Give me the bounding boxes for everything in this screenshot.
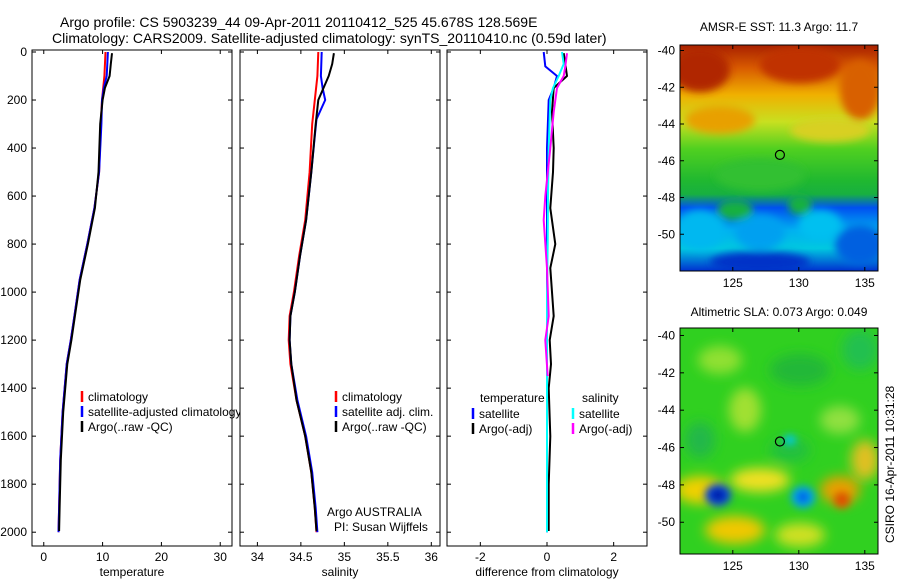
x-tick-label: 2 — [610, 550, 617, 564]
y-tick-label: 800 — [7, 237, 27, 251]
salinity-plot: 34 34.5 35 35.5 36 salinity climatologysatelli… — [239, 49, 441, 579]
series-line — [58, 53, 113, 532]
y-tick-label: -44 — [658, 403, 676, 417]
sst-field — [680, 45, 878, 271]
x-tick-label: 125 — [723, 276, 743, 290]
y-tick-label: 0 — [20, 45, 27, 59]
y-tick-label: -50 — [658, 515, 676, 529]
legend-label: satellite adj. clim. — [342, 405, 433, 419]
x-tick-label: 35.5 — [376, 550, 400, 564]
x-tick-label: 34 — [251, 550, 265, 564]
argo-position-marker — [774, 436, 786, 447]
x-tick-label: 20 — [155, 550, 169, 564]
y-tick-label: 200 — [7, 93, 27, 107]
y-tick-label: 1200 — [0, 333, 27, 347]
series-line — [542, 53, 568, 377]
x-axis-label: salinity — [322, 565, 359, 579]
y-tick-label: -46 — [658, 154, 676, 168]
x-tick-label: 30 — [214, 550, 228, 564]
sla-field — [680, 328, 878, 554]
x-tick-label: 35 — [338, 550, 352, 564]
argo-position-marker — [774, 149, 786, 160]
y-tick-label: 400 — [7, 141, 27, 155]
x-tick-label: 36 — [425, 550, 439, 564]
y-tick-label: -44 — [658, 117, 676, 131]
y-tick-label: 600 — [7, 189, 27, 203]
plot-frame — [239, 49, 441, 547]
y-tick-label: 2000 — [0, 525, 27, 539]
x-tick-label: 10 — [96, 550, 110, 564]
legend-label: climatology — [342, 390, 402, 404]
map-title: Altimetric SLA: 0.073 Argo: 0.049 — [691, 305, 868, 319]
x-axis-label: temperature — [100, 565, 165, 579]
temperature-plot: 0 200 400 600 800 1000 1200 1400 1600 1800 2000 0 10… — [0, 45, 241, 579]
x-tick-label: 0 — [544, 550, 551, 564]
y-tick-label: -40 — [658, 328, 676, 342]
plot-frame — [31, 49, 233, 547]
x-tick-label: 135 — [855, 276, 875, 290]
legend-label: Argo(..raw -QC) — [88, 420, 173, 434]
y-tick-label: 1000 — [0, 285, 27, 299]
y-tick-label: -40 — [658, 44, 676, 58]
y-tick-label: -42 — [658, 80, 676, 94]
y-tick-label: -42 — [658, 366, 676, 380]
legend-title: salinity — [582, 391, 619, 405]
y-tick-label: -50 — [658, 227, 676, 241]
y-tick-label: 1800 — [0, 477, 27, 491]
y-tick-label: -48 — [658, 478, 676, 492]
legend-label: Argo(-adj) — [579, 422, 632, 436]
annotation-line1: Argo AUSTRALIA — [327, 505, 422, 519]
x-tick-label: -2 — [475, 550, 486, 564]
legend-label: satellite — [479, 407, 520, 421]
y-tick-label: -48 — [658, 191, 676, 205]
y-tick-label: -46 — [658, 441, 676, 455]
legend-label: climatology — [88, 390, 148, 404]
x-tick-label: 125 — [723, 559, 743, 573]
x-tick-label: 0 — [40, 550, 47, 564]
legend-title: temperature — [480, 391, 545, 405]
x-tick-label: 34.5 — [289, 550, 313, 564]
figure-title-line2: Climatology: CARS2009. Satellite-adjuste… — [52, 30, 607, 46]
map-title: AMSR-E SST: 11.3 Argo: 11.7 — [700, 20, 859, 34]
sla-map: Altimetric SLA: 0.073 Argo: 0.049 -40 -42 -… — [658, 305, 879, 573]
x-tick-label: 130 — [789, 276, 809, 290]
y-tick-label: 1400 — [0, 381, 27, 395]
legend-label: Argo(..raw -QC) — [342, 420, 427, 434]
annotation-line2: PI: Susan Wijffels — [334, 520, 428, 534]
sst-map: AMSR-E SST: 11.3 Argo: 11.7 -40 -42 -44 -46 -… — [658, 20, 879, 290]
x-axis-label: difference from climatology — [475, 565, 618, 579]
legend-label: satellite-adjusted climatology — [88, 405, 241, 419]
x-tick-label: 130 — [789, 559, 809, 573]
figure-title-line1: Argo profile: CS 5903239_44 09-Apr-2011 … — [60, 14, 538, 30]
y-tick-label: 1600 — [0, 429, 27, 443]
x-tick-label: 135 — [855, 559, 875, 573]
legend-label: satellite — [579, 407, 620, 421]
credit-label: CSIRO 16-Apr-2011 10:31:28 — [883, 385, 897, 543]
series-line — [288, 53, 335, 532]
legend-label: Argo(-adj) — [479, 422, 532, 436]
